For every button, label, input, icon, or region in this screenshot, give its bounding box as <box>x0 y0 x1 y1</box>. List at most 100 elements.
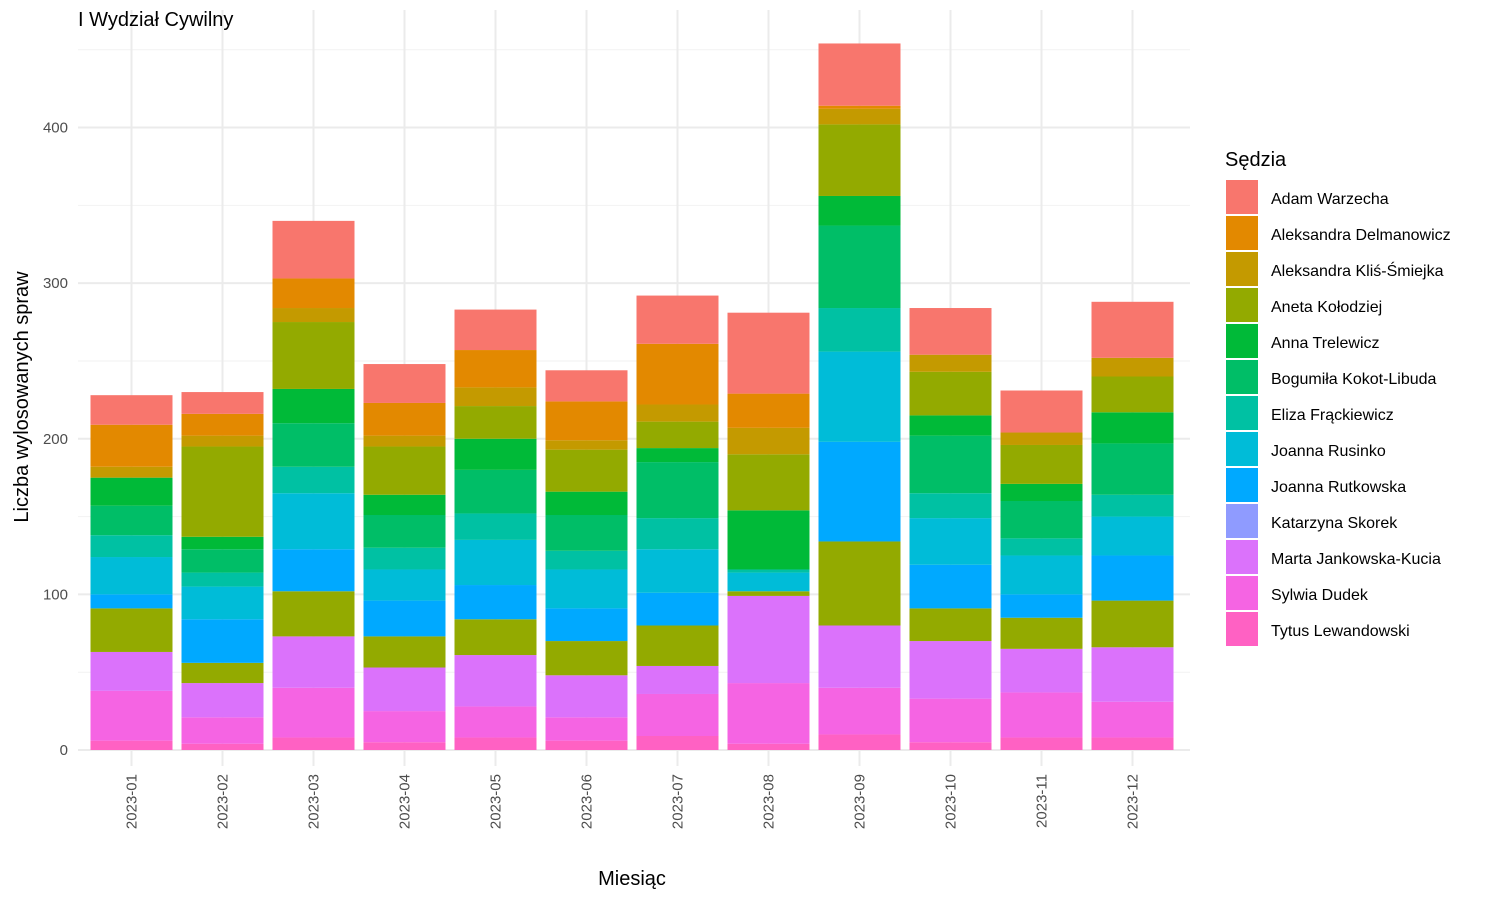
bar-segment <box>1091 737 1174 750</box>
bar-segment <box>363 667 446 712</box>
bar-segment <box>545 675 628 718</box>
x-tick-label: 2023-11 <box>1034 774 1051 828</box>
legend-item: Katarzyna Skorek <box>1226 504 1398 538</box>
bar-segment <box>272 636 355 688</box>
bar-segment <box>1000 648 1083 693</box>
legend-label: Joanna Rutkowska <box>1271 479 1406 496</box>
bar-segment <box>90 477 173 506</box>
bar-segment <box>909 518 992 565</box>
bar-segment <box>454 737 537 750</box>
legend-item: Tytus Lewandowski <box>1226 612 1410 646</box>
legend-swatch <box>1226 540 1258 574</box>
bar-segment <box>272 220 355 279</box>
legend-label: Anna Trelewicz <box>1271 335 1380 352</box>
bar-segment <box>636 343 719 405</box>
y-tick-label: 400 <box>43 120 68 137</box>
legend-label: Katarzyna Skorek <box>1271 515 1398 532</box>
bar-segment <box>545 515 628 551</box>
bar-segment <box>363 600 446 637</box>
bar-segment <box>181 586 264 620</box>
bar-segment <box>181 619 264 663</box>
bar-segment <box>363 515 446 548</box>
bar-segment <box>181 572 264 587</box>
bar-segment <box>90 557 173 595</box>
bar-segment <box>454 619 537 656</box>
bar-segment <box>363 364 446 403</box>
bar-segment <box>818 351 901 442</box>
bar-segment <box>1091 301 1174 358</box>
bar-segment <box>909 608 992 642</box>
bar-segment <box>454 513 537 540</box>
legend-item: Joanna Rutkowska <box>1226 468 1406 502</box>
bar-segment <box>727 683 810 744</box>
legend-swatch <box>1226 252 1258 286</box>
bar-segment <box>636 404 719 422</box>
legend-title: Sędzia <box>1225 149 1287 171</box>
bar-segment <box>272 549 355 592</box>
bar-segment <box>909 564 992 609</box>
x-tick-label: 2023-02 <box>215 774 232 829</box>
bar-segment <box>363 569 446 601</box>
bar-segment <box>90 466 173 478</box>
bar-segment <box>1000 432 1083 445</box>
bar-segment <box>1091 600 1174 648</box>
bar-segment <box>727 393 810 428</box>
bar-segment <box>90 505 173 536</box>
bar-segment <box>454 438 537 470</box>
legend-item: Sylwia Dudek <box>1226 576 1369 610</box>
bar-stack-2023-02 <box>181 392 264 750</box>
bar-segment <box>1091 701 1174 738</box>
legend-swatch <box>1226 180 1258 214</box>
legend-swatch <box>1226 576 1258 610</box>
bar-segment <box>181 413 264 436</box>
legend-item: Aleksandra Delmanowicz <box>1226 216 1451 250</box>
legend-swatch <box>1226 612 1258 646</box>
bar-segment <box>818 195 901 226</box>
legend-item: Aleksandra Kliś-Śmiejka <box>1226 252 1444 286</box>
bar-segment <box>818 625 901 688</box>
bar-segment <box>727 743 810 750</box>
bar-segment <box>1091 516 1174 556</box>
legend-label: Adam Warzecha <box>1271 191 1389 208</box>
x-tick-label: 2023-05 <box>488 774 505 829</box>
bar-segment <box>363 494 446 516</box>
bar-segment <box>454 350 537 388</box>
bar-segment <box>636 693 719 736</box>
bar-segment <box>636 665 719 694</box>
bar-segment <box>1000 538 1083 556</box>
legend-label: Marta Jankowska-Kucia <box>1271 551 1441 568</box>
bar-segment <box>454 469 537 514</box>
y-tick-label: 100 <box>43 586 68 603</box>
legend-label: Joanna Rusinko <box>1271 443 1386 460</box>
chart-title: I Wydział Cywilny <box>78 9 233 31</box>
legend-swatch <box>1226 324 1258 358</box>
bar-stack-2023-11 <box>1000 390 1083 750</box>
legend-swatch <box>1226 468 1258 502</box>
bar-segment <box>818 225 901 309</box>
bars <box>90 43 1174 750</box>
bar-segment <box>272 423 355 467</box>
bar-stack-2023-01 <box>90 395 173 750</box>
bar-segment <box>1091 412 1174 444</box>
bar-segment <box>909 435 992 494</box>
bar-segment <box>90 740 173 750</box>
bar-segment <box>454 406 537 439</box>
x-tick-label: 2023-10 <box>943 774 960 829</box>
x-axis-title: Miesiąc <box>598 868 666 890</box>
bar-segment <box>272 687 355 738</box>
bar-segment <box>909 415 992 436</box>
bar-segment <box>909 698 992 743</box>
bar-segment <box>1000 555 1083 595</box>
legend-label: Sylwia Dudek <box>1271 587 1369 604</box>
legend-label: Bogumiła Kokot-Libuda <box>1271 371 1437 388</box>
bar-segment <box>636 735 719 750</box>
bar-segment <box>454 309 537 351</box>
bar-segment <box>363 547 446 570</box>
bar-segment <box>909 742 992 750</box>
bar-segment <box>727 510 810 570</box>
bar-segment <box>1091 494 1174 517</box>
bar-segment <box>636 549 719 593</box>
bar-stack-2023-10 <box>909 308 992 750</box>
bar-segment <box>909 371 992 416</box>
